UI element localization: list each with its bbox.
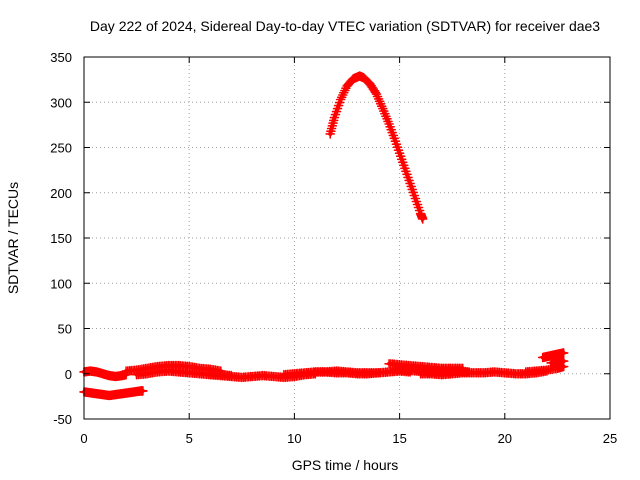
series-arc-end-1 xyxy=(521,361,569,377)
ticks: 0 5 10 15 20 25 -50 0 50 100 150 200 250 300 350 xyxy=(50,50,617,446)
data-point xyxy=(417,214,428,224)
series-arc-peak xyxy=(325,71,428,224)
y-tick-label: 200 xyxy=(50,186,72,201)
x-tick-label: 5 xyxy=(186,431,193,446)
series-arc-end-3 xyxy=(546,356,569,368)
x-tick-label: 0 xyxy=(80,431,87,446)
data-point xyxy=(558,348,569,358)
x-tick-label: 20 xyxy=(498,431,512,446)
y-tick-label: 300 xyxy=(50,95,72,110)
x-tick-label: 10 xyxy=(287,431,301,446)
grid xyxy=(84,57,610,419)
x-axis-label: GPS time / hours xyxy=(292,457,399,473)
data-point xyxy=(558,356,569,366)
series-arc-low-negative xyxy=(79,386,148,401)
y-tick-label: 50 xyxy=(58,322,72,337)
y-tick-label: 150 xyxy=(50,231,72,246)
y-tick-label: -50 xyxy=(53,412,72,427)
y-tick-label: 350 xyxy=(50,50,72,65)
chart-title: Day 222 of 2024, Sidereal Day-to-day VTE… xyxy=(90,18,600,34)
x-tick-label: 15 xyxy=(392,431,406,446)
y-tick-label: 250 xyxy=(50,141,72,156)
series-arc-end-2 xyxy=(537,348,569,363)
series-layer xyxy=(79,71,569,401)
y-tick-label: 0 xyxy=(65,367,72,382)
series-arc-baseline-2 xyxy=(121,360,226,376)
x-tick-label: 25 xyxy=(603,431,617,446)
data-point xyxy=(138,386,148,396)
y-axis-label: SDTVAR / TECUs xyxy=(5,182,21,294)
y-tick-label: 100 xyxy=(50,276,72,291)
